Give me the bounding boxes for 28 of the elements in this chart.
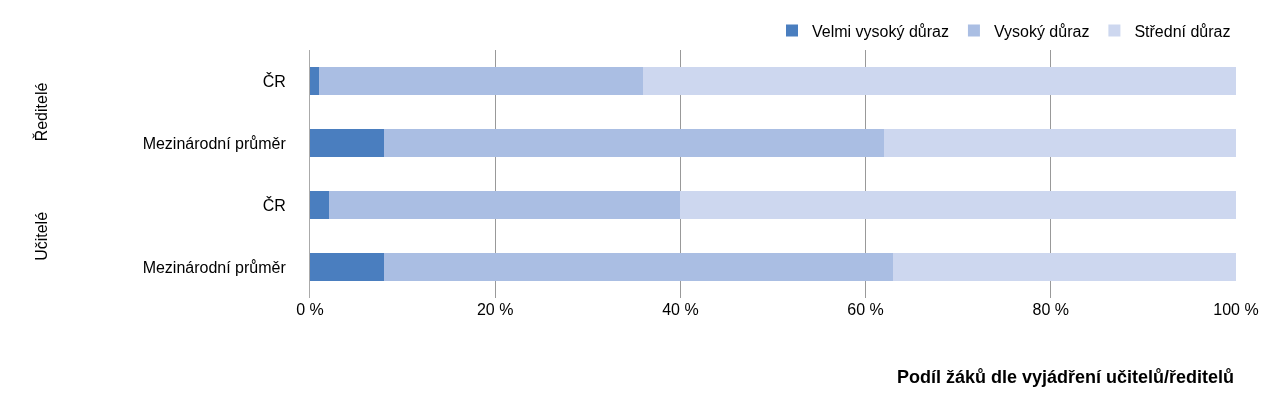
x-tick-label: 60 % bbox=[847, 301, 884, 318]
legend-label: Velmi vysoký důraz bbox=[812, 22, 949, 40]
bar bbox=[384, 253, 894, 281]
legend-label: Střední důraz bbox=[1134, 22, 1231, 40]
bar bbox=[319, 67, 644, 95]
bar bbox=[384, 129, 885, 157]
bar bbox=[680, 191, 1236, 219]
bar bbox=[643, 67, 1236, 95]
bar bbox=[310, 67, 320, 95]
y-tick-label: Mezinárodní průměr bbox=[142, 134, 287, 152]
bar bbox=[884, 129, 1236, 157]
y-tick-label: ČR bbox=[262, 71, 286, 90]
text: Učitelé bbox=[32, 211, 50, 261]
text: Ředitelé bbox=[32, 82, 51, 142]
x-tick-label: 0 % bbox=[296, 301, 324, 318]
bar bbox=[893, 253, 1236, 281]
legend-label: Vysoký důraz bbox=[993, 22, 1090, 40]
bar bbox=[310, 191, 329, 219]
x-tick-label: 20 % bbox=[476, 301, 514, 318]
y-tick-label: Mezinárodní průměr bbox=[142, 258, 287, 276]
x-tick-label: 100 % bbox=[1213, 301, 1259, 318]
x-tick-label: 40 % bbox=[662, 301, 699, 318]
bar bbox=[310, 253, 385, 281]
y-tick-label: ČR bbox=[262, 195, 286, 214]
bar bbox=[328, 191, 681, 219]
bar bbox=[310, 129, 385, 157]
x-axis-title: Podíl žáků dle vyjádření učitelů/ředitelů bbox=[897, 367, 1235, 387]
x-tick-label: 80 % bbox=[1032, 301, 1070, 318]
